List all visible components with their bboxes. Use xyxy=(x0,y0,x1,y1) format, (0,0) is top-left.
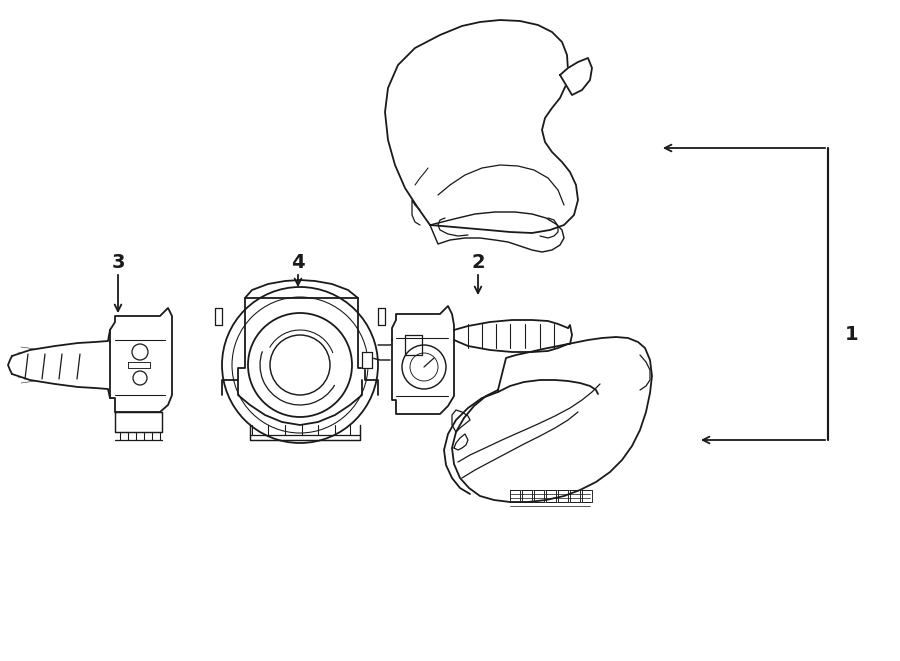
Text: 1: 1 xyxy=(845,325,859,344)
Polygon shape xyxy=(128,362,150,368)
Text: 4: 4 xyxy=(292,253,305,272)
Polygon shape xyxy=(454,320,568,352)
Polygon shape xyxy=(385,20,578,233)
Polygon shape xyxy=(452,337,652,502)
Circle shape xyxy=(222,287,378,443)
Circle shape xyxy=(248,313,352,417)
Circle shape xyxy=(402,345,446,389)
Polygon shape xyxy=(392,306,454,414)
Polygon shape xyxy=(405,335,422,355)
Polygon shape xyxy=(378,308,385,325)
Polygon shape xyxy=(12,330,110,398)
Text: 2: 2 xyxy=(472,253,485,272)
Polygon shape xyxy=(110,308,172,412)
Text: 3: 3 xyxy=(112,253,125,272)
Polygon shape xyxy=(215,308,222,325)
Polygon shape xyxy=(560,58,592,95)
Polygon shape xyxy=(115,412,162,432)
Circle shape xyxy=(270,335,330,395)
Polygon shape xyxy=(362,352,372,368)
